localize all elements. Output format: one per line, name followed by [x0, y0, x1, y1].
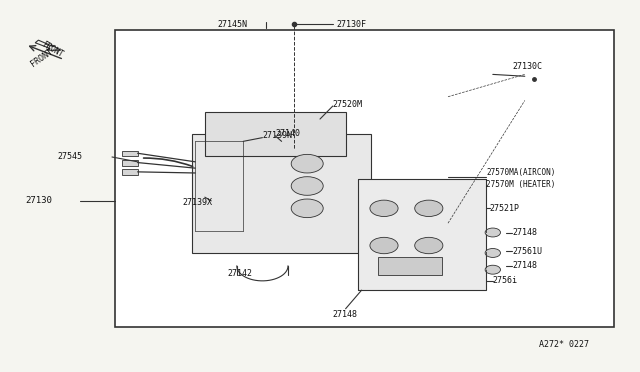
FancyBboxPatch shape [192, 134, 371, 253]
Circle shape [485, 265, 500, 274]
Circle shape [485, 228, 500, 237]
Text: 27139N: 27139N [262, 131, 292, 140]
Text: 27142: 27142 [227, 269, 252, 278]
Circle shape [291, 199, 323, 218]
Text: 27145N: 27145N [218, 20, 248, 29]
Text: 27570MA(AIRCON): 27570MA(AIRCON) [486, 169, 556, 177]
FancyBboxPatch shape [205, 112, 346, 156]
Text: 27521P: 27521P [490, 204, 520, 213]
Bar [122, 169, 138, 175]
Text: 27520M: 27520M [333, 100, 363, 109]
Text: 27570M (HEATER): 27570M (HEATER) [486, 180, 556, 189]
Circle shape [370, 200, 398, 217]
FancyBboxPatch shape [115, 30, 614, 327]
Text: 27561U: 27561U [512, 247, 542, 256]
Circle shape [291, 177, 323, 195]
FancyBboxPatch shape [358, 179, 486, 290]
Text: 27148: 27148 [333, 310, 358, 319]
Circle shape [415, 237, 443, 254]
Text: FRONT: FRONT [29, 47, 54, 68]
Bar [122, 160, 138, 166]
Circle shape [485, 248, 500, 257]
Bar [122, 151, 138, 156]
Text: 27148: 27148 [512, 228, 537, 237]
Text: 27130F: 27130F [336, 20, 366, 29]
Text: FRONT: FRONT [40, 40, 65, 60]
Text: 27545: 27545 [58, 153, 83, 161]
Text: 27130: 27130 [26, 196, 52, 205]
Circle shape [415, 200, 443, 217]
Circle shape [370, 237, 398, 254]
Text: A272* 0227: A272* 0227 [539, 340, 589, 349]
Circle shape [291, 154, 323, 173]
Text: 27140: 27140 [275, 129, 300, 138]
Bar [378, 257, 442, 275]
Text: 27148: 27148 [512, 262, 537, 270]
Text: 27139X: 27139X [182, 198, 212, 207]
Text: 27130C: 27130C [512, 62, 542, 71]
Text: 2756i: 2756i [493, 276, 518, 285]
